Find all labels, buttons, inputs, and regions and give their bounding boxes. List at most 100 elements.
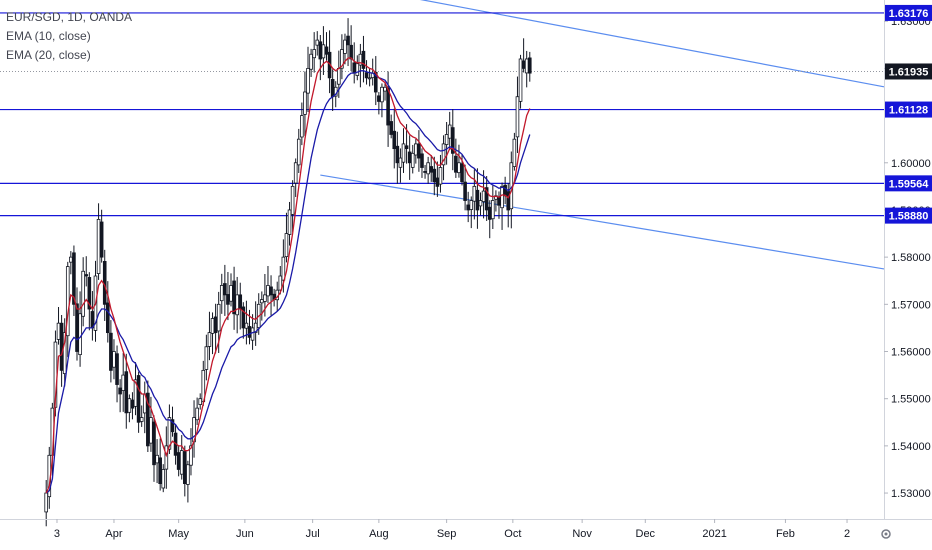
- candle-body: [263, 294, 267, 302]
- candle-body: [478, 200, 483, 207]
- price-tick-label: 1.54000: [891, 441, 931, 453]
- time-tick-label: Dec: [636, 528, 656, 540]
- price-level-tag: 1.58880: [889, 211, 929, 223]
- candle-body: [149, 417, 153, 444]
- price-tick-label: 1.57000: [891, 299, 931, 311]
- chart-legend: EUR/SGD, 1D, OANDA EMA (10, close) EMA (…: [6, 8, 132, 65]
- candle-body: [309, 53, 313, 70]
- candle-body: [213, 316, 218, 334]
- candle-body: [447, 124, 452, 139]
- candle-body: [99, 221, 104, 258]
- candle-body: [127, 398, 132, 413]
- time-tick-label: 2021: [702, 528, 726, 540]
- legend-symbol[interactable]: EUR/SGD, 1D, OANDA: [6, 10, 133, 24]
- candle-body: [69, 256, 73, 263]
- candle-body: [450, 127, 455, 154]
- candle-body: [87, 277, 92, 310]
- candle-body: [407, 151, 412, 164]
- candle-body: [386, 87, 390, 126]
- candle-body: [469, 200, 474, 210]
- candle-body: [404, 145, 409, 150]
- time-tick-label: 3: [54, 528, 60, 540]
- candle-body: [395, 145, 400, 164]
- horizontal-levels[interactable]: [0, 12, 884, 217]
- candle-body: [121, 374, 126, 391]
- price-level-tag-bg: [885, 4, 932, 21]
- candle-body: [155, 454, 159, 464]
- candle-body: [161, 469, 166, 489]
- candle-body: [518, 58, 523, 102]
- candle-body: [241, 306, 246, 329]
- legend-ema10[interactable]: EMA (10, close): [6, 29, 91, 43]
- candle-body: [247, 326, 252, 338]
- price-level-tag-bg: [885, 175, 932, 192]
- price-tick-label: 1.55000: [891, 394, 931, 406]
- candle-body: [284, 233, 289, 258]
- candle-body: [315, 39, 320, 46]
- time-tick-label: Jun: [236, 528, 254, 540]
- time-tick-label: Apr: [105, 528, 122, 540]
- candle-body: [312, 49, 316, 59]
- candle-body: [170, 419, 175, 433]
- candle-body: [500, 185, 504, 209]
- candle-body: [59, 322, 64, 371]
- ema-lines: [45, 57, 531, 494]
- price-level-tag-bg: [885, 101, 932, 118]
- candle-body: [278, 275, 283, 291]
- candle-body: [352, 62, 357, 74]
- candle-body: [389, 121, 393, 135]
- candle-body: [158, 457, 162, 485]
- candle-body: [361, 50, 366, 69]
- candle-body: [235, 294, 239, 316]
- time-tick-label: Sep: [437, 528, 457, 540]
- ema20-line: [45, 70, 531, 494]
- candle-body: [423, 171, 427, 173]
- candle-body: [250, 327, 255, 341]
- candle-body: [355, 63, 360, 76]
- time-axis[interactable]: 3 Apr May Jun Jul Aug Sep Oct Nov Dec 2021 Feb 2: [54, 519, 850, 540]
- candle-body: [337, 68, 341, 85]
- candle-body: [401, 143, 406, 163]
- price-axis[interactable]: 1.53000 1.54000 1.55000 1.56000 1.57000 1.580…: [884, 16, 931, 500]
- candle-body: [219, 285, 224, 302]
- candle-body: [204, 346, 209, 370]
- candle-body: [457, 162, 461, 174]
- candle-body: [306, 68, 310, 94]
- candle-body: [300, 115, 304, 138]
- candle-body: [183, 451, 187, 485]
- trendlines[interactable]: [320, 0, 885, 270]
- candle-body: [444, 134, 449, 145]
- price-tags: 1.63176 1.61128 1.59564 1.58880 1.61935: [885, 4, 932, 224]
- candle-body: [484, 187, 489, 211]
- time-tick-label: 2: [844, 528, 850, 540]
- candle-body: [96, 218, 101, 274]
- candle-body: [410, 152, 415, 168]
- candle-body: [524, 58, 529, 74]
- candle-body: [281, 256, 286, 281]
- price-tick-label: 1.53000: [891, 488, 931, 500]
- gear-icon[interactable]: [880, 528, 892, 540]
- candle-body: [398, 157, 403, 168]
- candle-body: [152, 421, 156, 466]
- candle-body: [377, 95, 381, 102]
- candle-body: [260, 299, 264, 304]
- legend-ema20[interactable]: EMA (20, close): [6, 48, 91, 62]
- candle-body: [343, 39, 347, 54]
- candle-body: [512, 138, 517, 168]
- candle-body: [164, 445, 169, 470]
- candle-body: [392, 130, 397, 150]
- candle-body: [432, 168, 437, 183]
- price-tick-label: 1.58000: [891, 252, 931, 264]
- candle-body: [303, 91, 307, 115]
- candle-body: [435, 177, 440, 187]
- candle-body: [124, 371, 129, 414]
- candle-body: [426, 162, 430, 175]
- candle-body: [420, 153, 424, 168]
- candle-body: [318, 41, 323, 60]
- time-tick-label: May: [168, 528, 189, 540]
- time-tick-label: Jul: [306, 528, 320, 540]
- candle-body: [515, 96, 520, 138]
- candle-body: [429, 166, 434, 173]
- candle-body: [380, 86, 384, 103]
